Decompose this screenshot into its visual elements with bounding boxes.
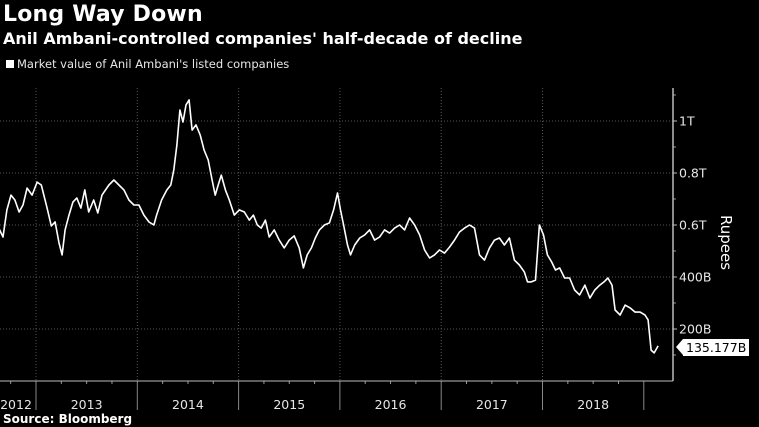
x-tick-label: 2016 bbox=[375, 397, 407, 412]
legend-swatch bbox=[6, 60, 14, 68]
y-tick-label: 0.8T bbox=[679, 166, 707, 181]
legend: Market value of Anil Ambani's listed com… bbox=[6, 57, 289, 71]
y-tick-label: 400B bbox=[679, 270, 711, 285]
chart-subtitle: Anil Ambani-controlled companies' half-d… bbox=[3, 29, 523, 48]
chart-title: Long Way Down bbox=[3, 2, 203, 27]
last-value-label: 135.177B bbox=[675, 339, 750, 356]
legend-label: Market value of Anil Ambani's listed com… bbox=[17, 57, 290, 71]
y-tick-label: 1T bbox=[679, 114, 695, 129]
x-tick-label: 2012 bbox=[0, 397, 32, 412]
source-note: Source: Bloomberg bbox=[3, 412, 133, 426]
x-tick-label: 2018 bbox=[577, 397, 609, 412]
x-tick-label: 2017 bbox=[476, 397, 508, 412]
y-tick-label: 200B bbox=[679, 322, 711, 337]
y-axis-label: Rupees bbox=[717, 215, 735, 271]
x-tick-label: 2015 bbox=[273, 397, 305, 412]
y-tick-label: 0.6T bbox=[679, 218, 707, 233]
x-tick-label: 2014 bbox=[172, 397, 204, 412]
series-line bbox=[0, 99, 659, 354]
x-tick-label: 2013 bbox=[71, 397, 103, 412]
